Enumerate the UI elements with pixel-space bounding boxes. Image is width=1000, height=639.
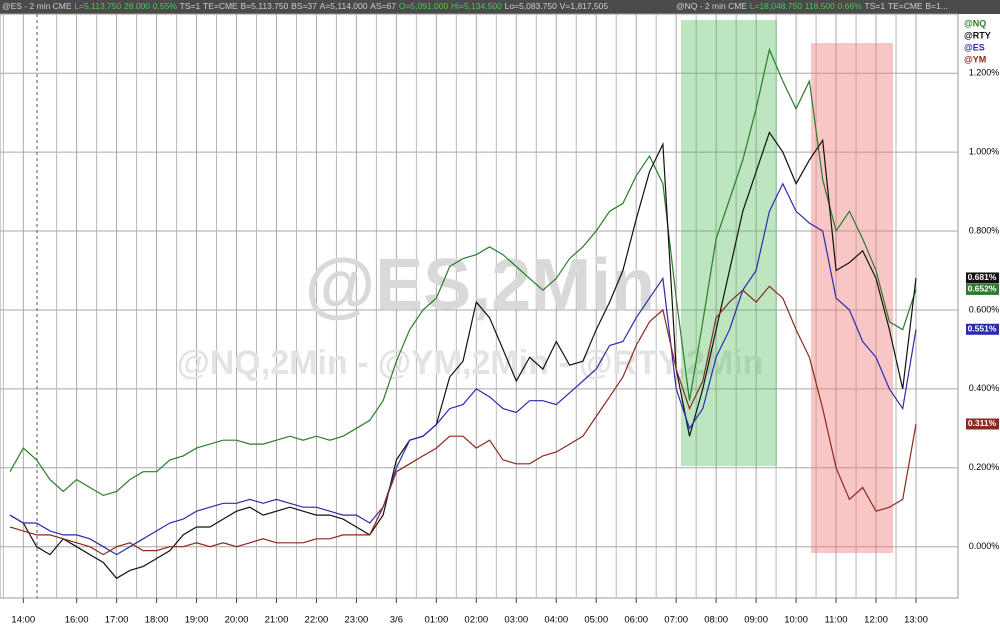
quote-field: 0.55% — [153, 1, 178, 11]
y-tick-label: 0.400% — [969, 383, 1000, 393]
x-tick-label: 3/6 — [390, 615, 403, 626]
quote-field: O=5,091.000 — [399, 1, 449, 11]
legend-entry: @NQ — [964, 18, 986, 28]
x-tick-label: 18:00 — [145, 615, 169, 626]
quote-field: A=5,114.000 — [320, 1, 368, 11]
quote-field: 28.000 — [124, 1, 150, 11]
quote-field: B=1... — [925, 1, 947, 11]
last-value-box — [966, 272, 999, 284]
x-tick-label: 05:00 — [584, 615, 608, 626]
legend-entry: @YM — [964, 54, 986, 64]
legend-entry: @ES — [964, 42, 985, 52]
y-tick-label: 0.200% — [969, 462, 1000, 472]
quote-field: @NQ - 2 min CME — [676, 1, 747, 11]
x-tick-label: 13:00 — [904, 615, 928, 626]
x-tick-label: 01:00 — [424, 615, 448, 626]
x-tick-label: 14:00 — [11, 615, 35, 626]
x-tick-label: 16:00 — [65, 615, 89, 626]
quote-field: L=5,113.750 — [74, 1, 121, 11]
quote-field: 0.66% — [838, 1, 863, 11]
x-tick-label: 22:00 — [305, 615, 329, 626]
quote-field: L=18,048.750 — [750, 1, 803, 11]
legend-entry: @RTY — [964, 30, 991, 40]
header: @ES - 2 min CME L=5,113.750 28.000 0.55%… — [2, 1, 948, 12]
y-tick-label: 0.800% — [969, 225, 1000, 235]
plot-frame — [0, 13, 959, 599]
highlight-red — [811, 43, 893, 553]
x-tick-label: 12:00 — [864, 615, 888, 626]
x-tick-label: 19:00 — [185, 615, 209, 626]
quote-field: BS=37 — [291, 1, 317, 11]
axes: 0.000% 0.200% 0.400% 0.600% 0.800% 1.000% 1.20… — [11, 18, 999, 625]
header-quote: @NQ - 2 min CME L=18,048.750 118.500 0.6… — [676, 1, 948, 12]
y-tick-label: 0.000% — [969, 541, 1000, 551]
quote-field: Lo=5,083.750 — [505, 1, 558, 11]
last-value-box — [966, 323, 999, 335]
x-tick-label: 07:00 — [664, 615, 688, 626]
x-tick-label: 17:00 — [105, 615, 129, 626]
y-tick-label: 1.000% — [969, 146, 1000, 156]
header-bar — [0, 0, 1000, 14]
x-tick-label: 09:00 — [744, 615, 768, 626]
watermark: @ES,2Min — [305, 245, 655, 325]
quote-field: AS=67 — [370, 1, 396, 11]
series-line — [9, 47, 917, 497]
quote-field: TE=CME — [888, 1, 923, 11]
x-tick-label: 08:00 — [704, 615, 728, 626]
y-tick-label: 1.200% — [969, 68, 1000, 78]
last-value-label: 0.652% — [968, 284, 997, 294]
x-tick-label: 23:00 — [345, 615, 369, 626]
quote-field: TS=1 — [180, 1, 201, 11]
x-tick-label: 04:00 — [544, 615, 568, 626]
quote-field: V=1,817,505 — [560, 1, 609, 11]
series-line — [9, 182, 917, 556]
header-quote: @ES - 2 min CME L=5,113.750 28.000 0.55%… — [2, 1, 608, 12]
x-tick-label: 20:00 — [225, 615, 249, 626]
x-tick-label: 03:00 — [504, 615, 528, 626]
grid — [0, 14, 958, 598]
last-value-box — [966, 283, 999, 295]
quote-field: TE=CME — [203, 1, 238, 11]
quote-field: TS=1 — [865, 1, 886, 11]
series-line — [9, 285, 917, 556]
quote-field: @ES - 2 min CME — [2, 1, 72, 11]
x-tick-label: 06:00 — [624, 615, 648, 626]
last-value-label: 0.681% — [968, 272, 997, 282]
x-tick-label: 21:00 — [265, 615, 289, 626]
x-tick-label: 11:00 — [825, 615, 848, 626]
y-tick-label: 0.600% — [969, 304, 1000, 314]
last-value-box — [966, 418, 999, 430]
x-tick-label: 10:00 — [784, 615, 808, 626]
quote-field: Hi=5,134.500 — [451, 1, 502, 11]
last-value-label: 0.311% — [968, 418, 997, 428]
last-value-label: 0.551% — [968, 324, 997, 334]
quote-field: 118.500 — [805, 1, 835, 11]
quote-field: B=5,113.750 — [241, 1, 289, 11]
x-tick-label: 02:00 — [464, 615, 488, 626]
watermark-sub: @NQ,2Min - @YM,2Min - @RTY,2Min — [177, 344, 764, 382]
series — [9, 47, 917, 580]
series-line — [9, 131, 917, 580]
